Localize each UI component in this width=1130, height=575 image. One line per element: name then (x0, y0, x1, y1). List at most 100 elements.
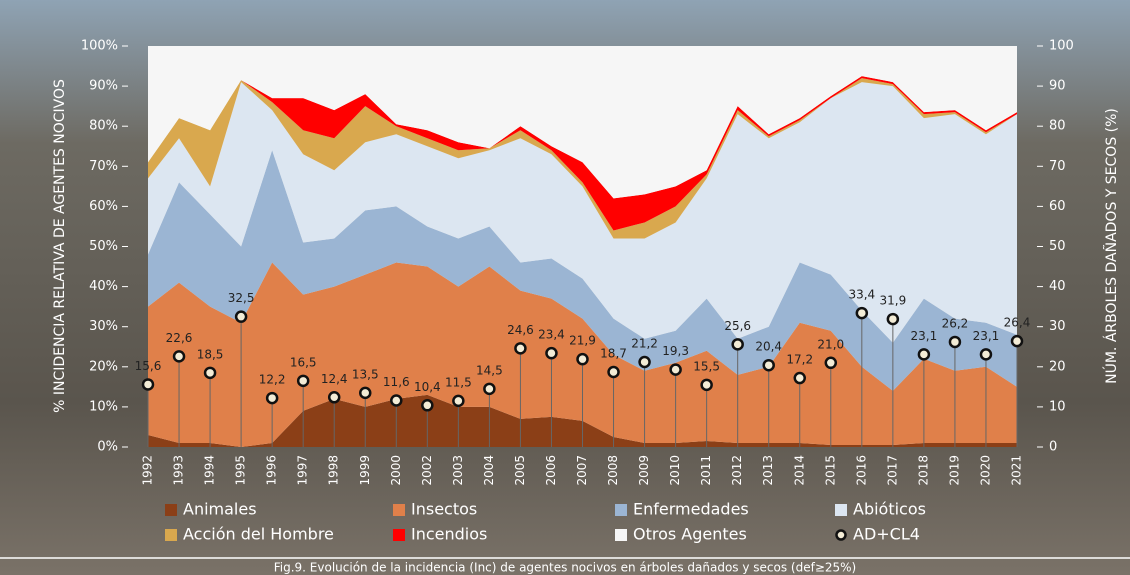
y-tick-label: 10% (89, 399, 118, 414)
x-tick-label: 2014 (792, 455, 806, 486)
dot (484, 384, 494, 394)
data-label: 11,5 (445, 375, 472, 389)
y-tick-label: 90% (89, 79, 118, 94)
data-label: 31,9 (879, 294, 906, 308)
y-tick-label: 60% (89, 199, 118, 214)
dot (298, 376, 308, 386)
y2-tick-label: 90 (1049, 79, 1066, 94)
legend-label: Acción del Hombre (183, 525, 334, 544)
data-label: 33,4 (848, 288, 875, 302)
data-label: 21,9 (569, 334, 596, 348)
data-label: 25,6 (724, 319, 751, 333)
dot (143, 379, 153, 389)
x-tick-label: 2018 (916, 455, 930, 486)
dot (391, 395, 401, 405)
y-tick-label: 40% (89, 279, 118, 294)
data-label: 23,1 (973, 329, 1000, 343)
legend-swatch (165, 504, 177, 516)
y-tick-label: 70% (89, 159, 118, 174)
dot (640, 357, 650, 367)
x-tick-label: 2009 (637, 455, 651, 486)
legend-swatch (393, 529, 405, 541)
dot (857, 308, 867, 318)
dot (236, 312, 246, 322)
x-tick-label: 2012 (730, 455, 744, 486)
y-tick-label: 0% (97, 440, 118, 455)
dot (515, 343, 525, 353)
y2-tick-label: 0 (1049, 440, 1057, 455)
y-tick-label: 20% (89, 359, 118, 374)
y-tick-label: 50% (89, 239, 118, 254)
data-label: 13,5 (352, 367, 379, 381)
dot (795, 373, 805, 383)
x-tick-label: 2007 (575, 455, 589, 486)
x-tick-label: 1996 (265, 455, 279, 486)
x-tick-label: 2015 (823, 455, 837, 486)
dot (733, 339, 743, 349)
data-label: 18,7 (600, 347, 627, 361)
x-tick-label: 1997 (296, 455, 310, 486)
x-tick-label: 2017 (885, 455, 899, 486)
dot (578, 354, 588, 364)
legend-label: AD+CL4 (853, 525, 920, 544)
dot (422, 400, 432, 410)
x-tick-label: 1998 (327, 455, 341, 486)
data-label: 10,4 (414, 380, 441, 394)
x-tick-label: 2011 (699, 455, 713, 486)
legend-swatch (615, 529, 627, 541)
dot (981, 349, 991, 359)
x-tick-label: 2005 (513, 455, 527, 486)
y2-tick-label: 60 (1049, 199, 1066, 214)
y-tick-label: 80% (89, 119, 118, 134)
legend-label: Abióticos (853, 500, 926, 519)
dot (205, 368, 215, 378)
y2-tick-label: 40 (1049, 279, 1066, 294)
data-label: 18,5 (197, 347, 224, 361)
x-tick-label: 2008 (606, 455, 620, 486)
data-label: 12,4 (321, 372, 348, 386)
data-label: 21,2 (631, 336, 658, 350)
legend-marker (837, 531, 846, 540)
dot (764, 360, 774, 370)
y-tick-label: 100% (81, 39, 118, 54)
y2-tick-label: 20 (1049, 359, 1066, 374)
y2-tick-label: 100 (1049, 39, 1074, 54)
dot (888, 314, 898, 324)
dot (453, 396, 463, 406)
dot (950, 337, 960, 347)
legend-label: Insectos (411, 500, 477, 519)
data-label: 26,2 (942, 316, 969, 330)
x-tick-label: 2006 (544, 455, 558, 486)
y2-tick-label: 80 (1049, 119, 1066, 134)
y-axis-title: % INCIDENCIA RELATIVA DE AGENTES NOCIVOS (52, 79, 68, 413)
legend-label: Animales (183, 500, 257, 519)
y-tick-label: 30% (89, 319, 118, 334)
dot (671, 365, 681, 375)
dot (546, 348, 556, 358)
x-tick-label: 2010 (668, 455, 682, 486)
data-label: 16,5 (290, 355, 317, 369)
data-label: 23,4 (538, 328, 565, 342)
y2-tick-label: 50 (1049, 239, 1066, 254)
data-label: 20,4 (755, 340, 782, 354)
y2-axis-title: NÚM. ÁRBOLES DAÑADOS Y SECOS (%) (1102, 108, 1120, 384)
data-label: 19,3 (662, 344, 689, 358)
legend-label: Otros Agentes (633, 525, 747, 544)
legend-label: Incendios (411, 525, 487, 544)
data-label: 32,5 (228, 291, 255, 305)
x-tick-label: 2016 (854, 455, 868, 486)
legend-swatch (393, 504, 405, 516)
y2-tick-label: 10 (1049, 399, 1066, 414)
dot (609, 367, 619, 377)
x-tick-label: 2013 (761, 455, 775, 486)
dot (919, 349, 929, 359)
caption: Fig.9. Evolución de la incidencia (Inc) … (274, 561, 857, 575)
data-label: 23,1 (911, 329, 938, 343)
x-tick-label: 1993 (172, 455, 186, 486)
chart: Fig.9. Evolución de la incidencia (Inc) … (0, 0, 1130, 575)
x-tick-label: 1999 (358, 455, 372, 486)
dot (1012, 336, 1022, 346)
data-label: 17,2 (786, 353, 813, 367)
dot (267, 393, 277, 403)
dot (329, 392, 339, 402)
